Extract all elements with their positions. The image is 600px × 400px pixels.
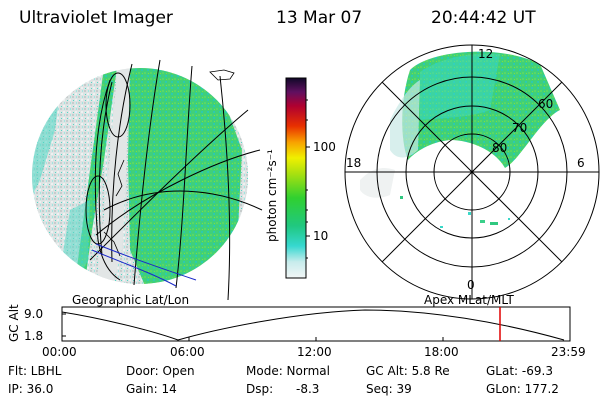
color-scale-bar [285, 77, 307, 279]
glon-info: GLon: 177.2 [486, 382, 559, 396]
mlt-label-6: 6 [577, 156, 585, 170]
mlat-label-70: 70 [512, 121, 528, 135]
time-label: 20:44:42 UT [431, 8, 536, 28]
colorbar-unit-label: photon cm⁻²s⁻¹ [265, 149, 279, 242]
polar-image [344, 44, 600, 300]
instrument-title: Ultraviolet Imager [19, 8, 173, 28]
geographic-caption: Geographic Lat/Lon [72, 293, 190, 307]
colorbar-tick-100: 100 [313, 140, 336, 154]
seq-info: Seq: 39 [366, 382, 412, 396]
mlt-label-0: 0 [467, 278, 475, 292]
time-tick-0000: 00:00 [42, 345, 77, 359]
time-tick-0600: 06:00 [170, 345, 205, 359]
door-info: Door: Open [126, 364, 195, 378]
dsp-label: Dsp: [246, 382, 274, 396]
mode-info: Mode: Normal [246, 364, 330, 378]
altitude-ytick-9: 9.0 [24, 307, 44, 321]
color-scale-ticks [306, 99, 310, 259]
mlt-label-12: 12 [478, 47, 494, 61]
mlat-label-80: 80 [492, 141, 508, 155]
filter-info: Flt: LBHL [8, 364, 62, 378]
time-tick-1200: 12:00 [297, 345, 332, 359]
gc-alt-info: GC Alt: 5.8 Re [366, 364, 450, 378]
gain-info: Gain: 14 [126, 382, 177, 396]
altitude-ylabel: GC Alt [7, 304, 21, 342]
ip-info: IP: 36.0 [8, 382, 54, 396]
altitude-ytick-1-8: 1.8 [24, 329, 44, 343]
geographic-image [32, 59, 263, 301]
mlat-label-60: 60 [538, 97, 554, 111]
glat-info: GLat: -69.3 [486, 364, 553, 378]
date-label: 13 Mar 07 [276, 8, 363, 28]
mlt-label-18: 18 [346, 156, 362, 170]
time-tick-2359: 23:59 [551, 345, 586, 359]
apex-caption: Apex MLat/MLT [424, 293, 514, 307]
colorbar-tick-10: 10 [313, 229, 329, 243]
altitude-plot [61, 306, 571, 342]
dsp-value: -8.3 [296, 382, 320, 396]
time-tick-1800: 18:00 [424, 345, 459, 359]
